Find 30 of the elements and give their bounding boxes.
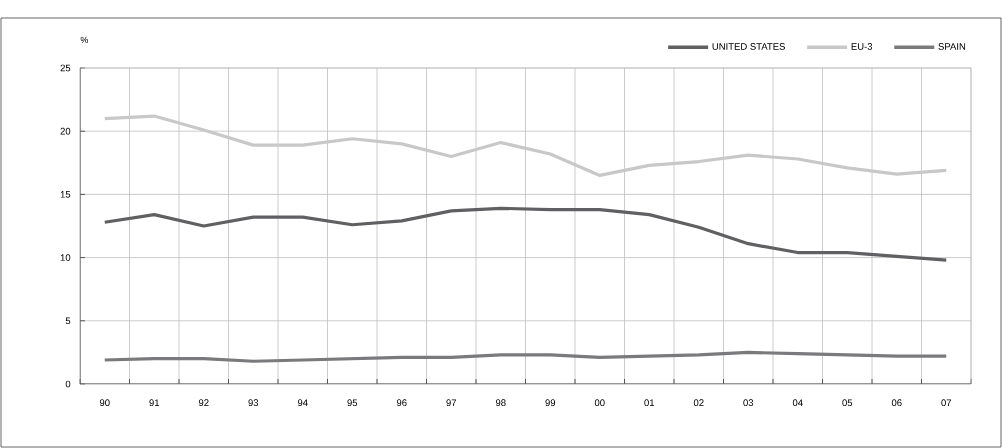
legend-label: EU-3 bbox=[851, 43, 873, 50]
x-tick-label: 92 bbox=[198, 399, 209, 407]
x-tick-label: 07 bbox=[941, 399, 952, 407]
x-tick-label: 93 bbox=[248, 399, 259, 407]
x-tick-label: 04 bbox=[792, 399, 803, 407]
line-series bbox=[103, 206, 948, 262]
y-tick-label: 10 bbox=[60, 254, 71, 261]
x-tick-label: 94 bbox=[297, 399, 308, 407]
y-tick-label: 0 bbox=[65, 380, 71, 388]
x-tick-label: 90 bbox=[99, 399, 110, 407]
x-tick-label: 05 bbox=[842, 399, 853, 407]
x-tick-label: 02 bbox=[693, 399, 704, 407]
x-tick-label: 99 bbox=[545, 399, 556, 407]
x-tick-label: 06 bbox=[891, 399, 902, 407]
y-tick-label: 5 bbox=[65, 317, 71, 325]
y-tick-label: 15 bbox=[60, 191, 71, 198]
x-tick-label: 91 bbox=[149, 399, 160, 407]
y-axis-title: % bbox=[80, 36, 89, 44]
x-tick-label: 95 bbox=[347, 399, 358, 407]
x-tick-label: 00 bbox=[594, 399, 605, 407]
legend-label: UNITED STATES bbox=[712, 43, 785, 50]
x-tick-label: 98 bbox=[495, 399, 506, 407]
x-tick-label: 01 bbox=[644, 399, 655, 407]
y-tick-label: 20 bbox=[60, 127, 71, 135]
x-tick-label: 03 bbox=[743, 399, 754, 407]
x-tick-label: 96 bbox=[396, 399, 407, 407]
y-tick-label: 25 bbox=[60, 64, 71, 72]
x-tick-label: 97 bbox=[446, 399, 457, 407]
line-series bbox=[103, 114, 948, 178]
legend-label: SPAIN bbox=[938, 43, 966, 50]
